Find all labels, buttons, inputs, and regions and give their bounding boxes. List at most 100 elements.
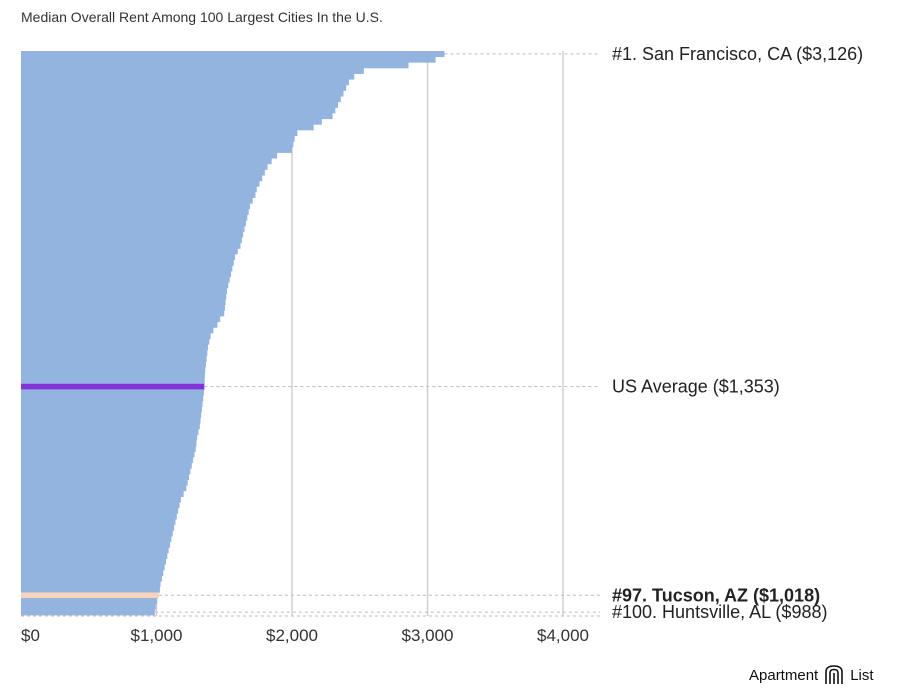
brand-logo: Apartment List xyxy=(749,664,874,686)
bar-rank-93 xyxy=(21,569,164,576)
bar-rank-15 xyxy=(21,129,298,136)
bar-rank-64 xyxy=(21,406,202,413)
x-tick-label-2000: $2,000 xyxy=(266,626,318,645)
bar-rank-86 xyxy=(21,530,173,537)
bar-rank-73 xyxy=(21,457,194,464)
bar-rank-67 xyxy=(21,423,200,430)
bar-rank-80 xyxy=(21,496,181,503)
bar-rank-56 xyxy=(21,361,206,368)
x-tick-label-4000: $4,000 xyxy=(537,626,589,645)
bar-rank-6 xyxy=(21,79,349,86)
bar-rank-34 xyxy=(21,237,242,244)
bar-rank-100 xyxy=(21,609,155,616)
bar-rank-23 xyxy=(21,175,263,182)
bar-rank-87 xyxy=(21,536,172,543)
bar-rank-69 xyxy=(21,434,198,441)
bar-rank-48 xyxy=(21,316,221,323)
bar-rank-10 xyxy=(21,101,339,108)
bar-rank-94 xyxy=(21,575,162,582)
bar-rank-65 xyxy=(21,411,202,418)
brand-name-right: List xyxy=(850,666,874,684)
bar-rank-39 xyxy=(21,265,233,272)
bar-rank-71 xyxy=(21,445,196,452)
bar-rank-85 xyxy=(21,524,175,531)
bar-rank-49 xyxy=(21,321,218,328)
bar-rank-79 xyxy=(21,490,184,497)
bar-rank-72 xyxy=(21,451,195,458)
bar-rank-38 xyxy=(21,259,234,266)
bar-rank-18 xyxy=(21,146,292,153)
bar-rank-74 xyxy=(21,462,192,469)
chart-title: Median Overall Rent Among 100 Largest Ci… xyxy=(21,9,383,25)
bar-rank-78 xyxy=(21,485,187,492)
bar-rank-51 xyxy=(21,333,211,340)
bar-rank-60 xyxy=(21,383,205,390)
bar-rank-53 xyxy=(21,344,208,351)
bar-rank-19 xyxy=(21,152,278,159)
brand-name-left: Apartment xyxy=(749,666,819,684)
bar-rank-37 xyxy=(21,254,236,261)
bar-rank-24 xyxy=(21,180,260,187)
annotation-rank-97: #97. Tucson, AZ ($1,018) xyxy=(612,585,820,605)
bar-rank-32 xyxy=(21,225,245,232)
bar-rank-83 xyxy=(21,513,177,520)
bar-rank-54 xyxy=(21,349,208,356)
bar-rank-66 xyxy=(21,417,201,424)
annotation-rank-60: US Average ($1,353) xyxy=(612,377,780,397)
bar-rank-40 xyxy=(21,270,232,277)
x-tick-label-0: $0 xyxy=(21,626,40,645)
bar-rank-96 xyxy=(21,586,160,593)
bar-rank-70 xyxy=(21,440,197,447)
bar-rank-17 xyxy=(21,141,294,148)
bar-rank-76 xyxy=(21,474,190,481)
bar-rank-63 xyxy=(21,400,203,407)
annotation-rank-1: #1. San Francisco, CA ($3,126) xyxy=(612,44,863,64)
bar-rank-47 xyxy=(21,310,225,317)
bar-rank-84 xyxy=(21,519,176,526)
bar-rank-12 xyxy=(21,113,333,120)
bar-rank-22 xyxy=(21,169,265,176)
bar-rank-7 xyxy=(21,84,347,91)
bar-rank-9 xyxy=(21,96,341,103)
bar-rank-11 xyxy=(21,107,336,114)
bar-rank-41 xyxy=(21,276,230,283)
bar-rank-26 xyxy=(21,192,256,199)
bar-rank-5 xyxy=(21,73,355,80)
bar-rank-21 xyxy=(21,163,268,170)
bar-rank-44 xyxy=(21,293,227,300)
bar-rank-81 xyxy=(21,502,180,509)
bar-rank-55 xyxy=(21,355,207,362)
bar-rank-30 xyxy=(21,214,248,221)
bar-rank-62 xyxy=(21,395,204,402)
x-tick-label-3000: $3,000 xyxy=(402,626,454,645)
bar-rank-35 xyxy=(21,242,241,249)
bar-rank-89 xyxy=(21,547,169,554)
bar-rank-75 xyxy=(21,468,191,475)
bar-rank-42 xyxy=(21,282,229,289)
bar-rank-14 xyxy=(21,124,314,131)
x-tick-label-1000: $1,000 xyxy=(131,626,183,645)
bar-rank-46 xyxy=(21,304,225,311)
bar-rank-61 xyxy=(21,389,204,396)
bar-rank-45 xyxy=(21,299,226,306)
bar-rank-50 xyxy=(21,327,214,334)
bar-rank-52 xyxy=(21,338,210,345)
bar-rank-3 xyxy=(21,62,409,69)
brand-mark-icon xyxy=(825,665,844,684)
bar-rank-31 xyxy=(21,220,246,227)
bar-rank-97 xyxy=(21,592,159,599)
bar-rank-4 xyxy=(21,67,364,74)
bar-rank-91 xyxy=(21,558,166,565)
bar-rank-92 xyxy=(21,564,165,571)
bar-rank-25 xyxy=(21,186,257,193)
bar-rank-36 xyxy=(21,248,238,255)
bar-rank-82 xyxy=(21,507,179,514)
bar-rank-8 xyxy=(21,90,344,97)
bar-rank-95 xyxy=(21,581,161,588)
bar-rank-99 xyxy=(21,603,156,610)
bar-rank-27 xyxy=(21,197,253,204)
bar-rank-20 xyxy=(21,158,272,165)
annotation-rank-100: #100. Huntsville, AL ($988) xyxy=(612,602,827,622)
bar-rank-33 xyxy=(21,231,244,238)
